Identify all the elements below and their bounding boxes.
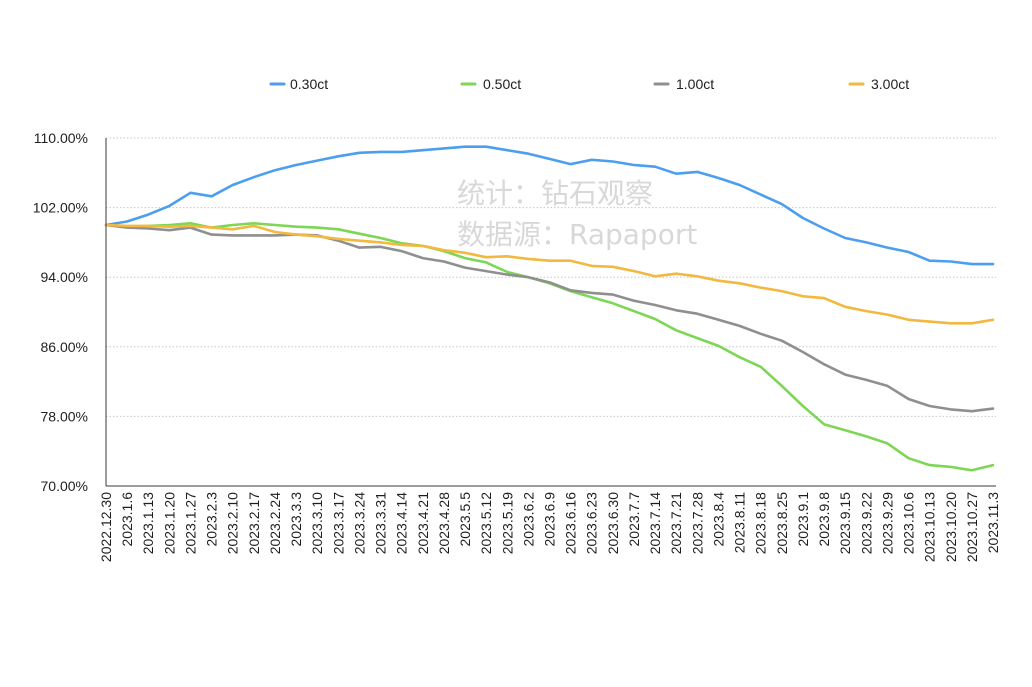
x-tick-label: 2023.5.12 [478, 492, 494, 554]
x-tick-label: 2023.6.30 [605, 492, 621, 554]
x-tick-label: 2023.1.13 [140, 492, 156, 554]
x-tick-label: 2023.6.9 [542, 492, 558, 547]
x-tick-label: 2023.3.17 [330, 492, 346, 554]
x-tick-label: 2023.10.20 [943, 492, 959, 562]
x-tick-label: 2023.10.27 [964, 492, 980, 562]
series-line-1-00ct [104, 223, 995, 413]
y-tick-label: 94.00% [41, 269, 88, 285]
x-tick-label: 2023.6.2 [520, 492, 536, 547]
x-tick-label: 2023.4.14 [394, 492, 410, 554]
x-tick-label: 2023.2.10 [225, 492, 241, 554]
x-tick-label: 2023.5.19 [499, 492, 515, 554]
y-tick-label: 78.00% [41, 408, 88, 424]
watermark-line-2: 数据源：Rapaport [457, 218, 697, 251]
x-tick-label: 2023.8.25 [774, 492, 790, 554]
x-tick-label: 2023.4.21 [415, 492, 431, 554]
x-tick-label: 2023.6.16 [563, 492, 579, 554]
x-tick-label: 2023.1.6 [119, 492, 135, 547]
y-tick-label: 86.00% [41, 339, 88, 355]
x-tick-label: 2023.9.1 [795, 492, 811, 547]
x-tick-label: 2023.3.24 [351, 492, 367, 554]
x-tick-label: 2023.2.24 [267, 492, 283, 554]
legend: 0.30ct 0.50ct 1.00ct 3.00ct [269, 76, 909, 92]
x-tick-label: 2023.9.8 [816, 492, 832, 547]
x-tick-label: 2023.9.15 [837, 492, 853, 554]
x-tick-label: 2023.7.21 [668, 492, 684, 554]
legend-item-0-30ct: 0.30ct [269, 76, 328, 92]
legend-label: 0.50ct [483, 76, 521, 92]
series-lines [104, 145, 995, 472]
x-tick-label: 2023.3.31 [373, 492, 389, 554]
x-tick-label: 2023.2.3 [204, 492, 220, 547]
gridlines [106, 137, 996, 417]
legend-label: 0.30ct [290, 76, 328, 92]
watermark: 统计：钻石观察 数据源：Rapaport [457, 177, 697, 251]
x-tick-label: 2023.10.6 [901, 492, 917, 554]
legend-label: 1.00ct [676, 76, 714, 92]
series-line-0-30ct [104, 145, 995, 266]
x-tick-label: 2023.7.28 [689, 492, 705, 554]
x-tick-label: 2023.5.5 [457, 492, 473, 547]
legend-item-1-00ct: 1.00ct [653, 76, 714, 92]
x-tick-label: 2023.8.18 [753, 492, 769, 554]
x-tick-label: 2023.3.3 [288, 492, 304, 547]
x-tick-label: 2023.4.28 [436, 492, 452, 554]
x-tick-label: 2023.3.10 [309, 492, 325, 554]
watermark-line-1: 统计：钻石观察 [457, 177, 653, 210]
x-tick-label: 2023.11.3 [985, 492, 1001, 553]
x-tick-label: 2023.7.14 [647, 492, 663, 554]
x-tick-label: 2023.9.29 [879, 492, 895, 554]
y-tick-label: 110.00% [34, 130, 88, 146]
x-tick-label: 2023.2.17 [246, 492, 262, 554]
x-tick-label: 2023.1.27 [183, 492, 199, 554]
x-tick-label: 2023.6.23 [584, 492, 600, 554]
series-line-3-00ct [104, 223, 995, 325]
x-axis-ticks: 2022.12.30 2023.1.6 2023.1.13 2023.1.20 2023… [98, 492, 1001, 562]
legend-label: 3.00ct [871, 76, 909, 92]
y-tick-label: 70.00% [41, 478, 88, 494]
x-tick-label: 2023.9.22 [858, 492, 874, 554]
legend-item-3-00ct: 3.00ct [848, 76, 909, 92]
y-tick-label: 102.00% [33, 200, 88, 216]
x-tick-label: 2023.7.7 [626, 492, 642, 547]
x-tick-label: 2023.1.20 [161, 492, 177, 554]
x-tick-label: 2022.12.30 [98, 492, 114, 562]
legend-item-0-50ct: 0.50ct [460, 76, 521, 92]
x-tick-label: 2023.8.11 [732, 492, 748, 553]
y-axis-ticks: 70.00% 78.00% 86.00% 94.00% 102.00% 110.00% [33, 130, 88, 494]
x-tick-label: 2023.10.13 [922, 492, 938, 562]
axes [105, 138, 996, 487]
x-tick-label: 2023.8.4 [711, 492, 727, 547]
